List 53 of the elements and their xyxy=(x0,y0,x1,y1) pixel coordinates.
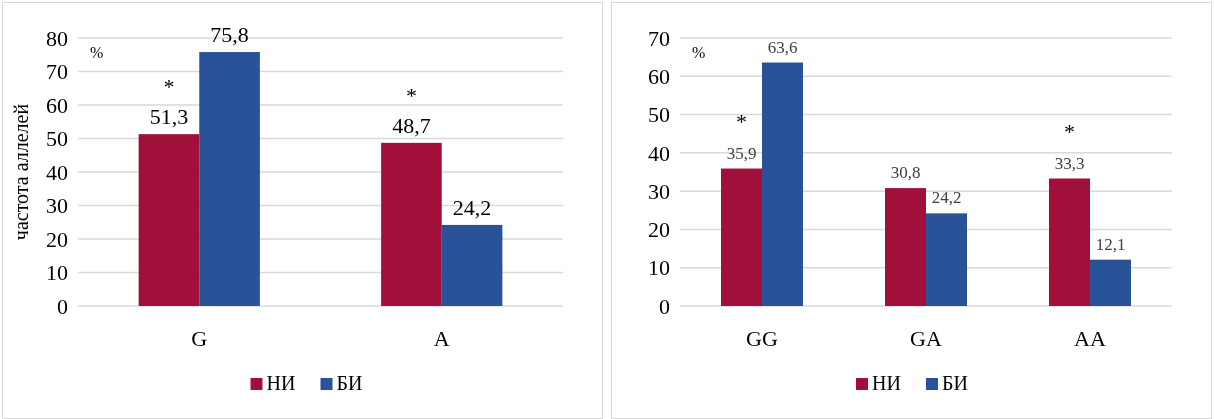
y-tick-label: 60 xyxy=(648,63,670,89)
bar xyxy=(721,168,762,306)
y-tick-label: 30 xyxy=(648,178,670,204)
bar xyxy=(441,224,503,306)
annotation: * xyxy=(163,74,175,100)
data-label: 48,7 xyxy=(392,112,431,138)
data-label: 30,8 xyxy=(890,163,921,183)
y-tick-label: 40 xyxy=(46,159,68,185)
y-tick-label: 70 xyxy=(648,25,670,51)
data-label: 33,3 xyxy=(1054,153,1085,173)
annotation: * xyxy=(405,82,417,108)
annotation: * xyxy=(1064,118,1075,144)
y-tick-label: 50 xyxy=(46,126,68,152)
x-tick-label: G xyxy=(191,326,208,351)
x-tick-label: AA xyxy=(1074,326,1106,351)
bar xyxy=(1049,178,1090,306)
bar xyxy=(138,134,200,306)
data-label: 24,2 xyxy=(931,188,962,208)
legend-label: НИ xyxy=(266,372,296,394)
y-tick-label: 50 xyxy=(648,102,670,128)
y-tick-label: 20 xyxy=(46,226,68,252)
legend-label: БИ xyxy=(942,372,968,394)
y-tick-label: 20 xyxy=(648,217,670,243)
annotation: % xyxy=(90,44,104,61)
y-tick-label: 80 xyxy=(46,25,68,51)
bar xyxy=(762,62,803,306)
x-tick-label: GG xyxy=(746,326,778,351)
bar xyxy=(1090,259,1131,306)
y-axis-title: частота аллелей xyxy=(10,103,32,241)
y-tick-label: 60 xyxy=(46,92,68,118)
bar xyxy=(926,213,967,306)
data-label: 12,1 xyxy=(1095,234,1126,254)
y-tick-label: 10 xyxy=(648,255,670,281)
bar xyxy=(885,188,926,306)
data-label: 63,6 xyxy=(767,37,798,57)
annotation: * xyxy=(736,108,747,134)
data-label: 35,9 xyxy=(726,143,757,163)
bar xyxy=(381,142,442,306)
x-tick-label: A xyxy=(433,326,450,351)
y-tick-label: 0 xyxy=(57,293,68,319)
legend-label: НИ xyxy=(872,372,901,394)
y-tick-label: 0 xyxy=(659,293,670,319)
y-tick-label: 30 xyxy=(46,193,68,219)
data-label: 24,2 xyxy=(452,194,492,220)
data-label: 51,3 xyxy=(149,104,189,130)
y-tick-label: 40 xyxy=(648,140,670,166)
legend-label: БИ xyxy=(336,372,363,394)
bar xyxy=(199,52,260,306)
y-tick-label: 70 xyxy=(46,59,68,85)
y-tick-label: 10 xyxy=(46,260,68,286)
annotation: % xyxy=(692,44,706,61)
data-label: 75,8 xyxy=(210,22,249,48)
x-tick-label: GA xyxy=(910,326,942,351)
